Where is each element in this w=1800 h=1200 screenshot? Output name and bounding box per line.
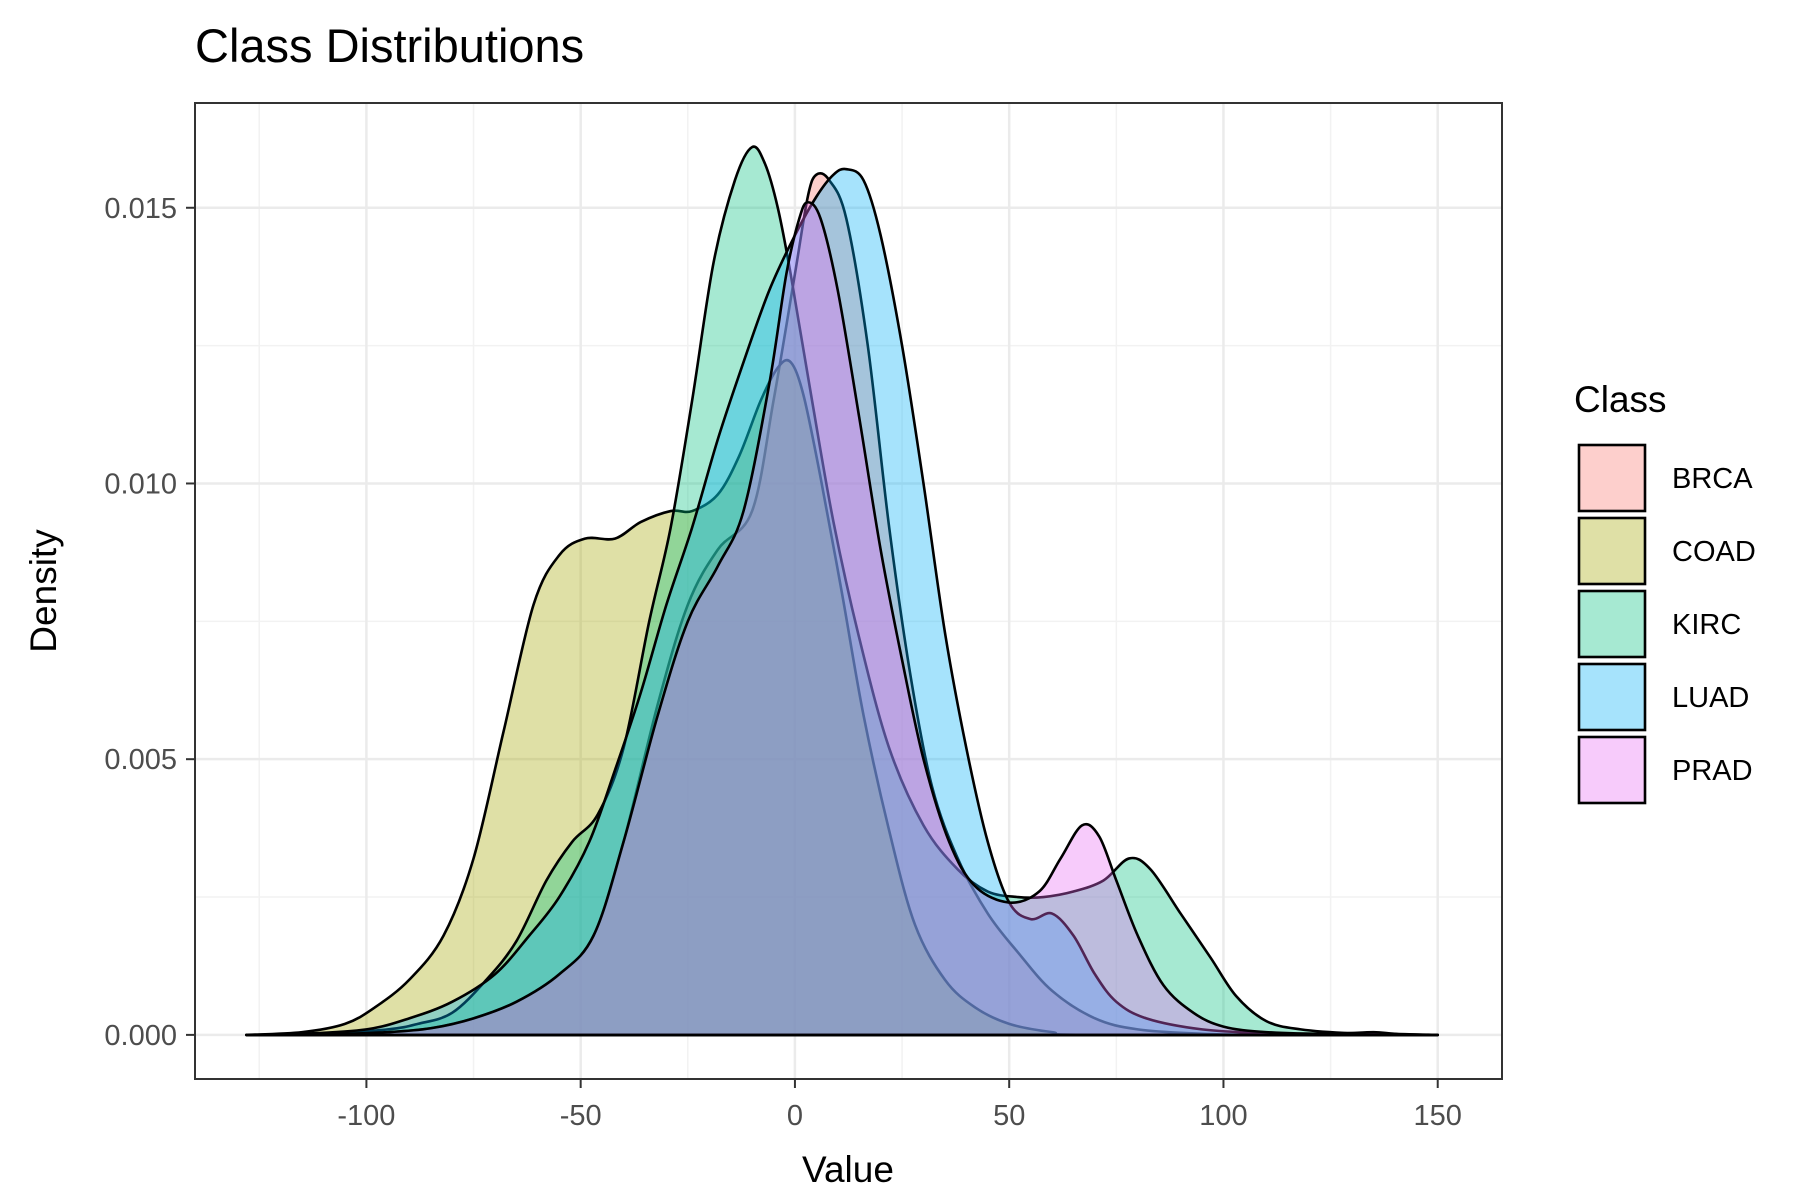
x-tick-label: 150: [1414, 1100, 1462, 1132]
x-tick-label: -100: [337, 1100, 395, 1132]
plot-panel-border: [194, 102, 1503, 1080]
legend: Class BRCA COAD KIRC LUAD PRAD: [1574, 379, 1756, 805]
x-tick-label: -50: [560, 1100, 602, 1132]
x-axis: -100 -50 0 50 100 150: [337, 1079, 1462, 1132]
legend-key-coad: [1577, 516, 1647, 586]
x-tick-label: 50: [993, 1100, 1025, 1132]
y-axis-title: Density: [23, 529, 64, 653]
y-tick-label: 0.005: [104, 744, 177, 776]
legend-label-brca: BRCA: [1672, 463, 1753, 495]
density-coad: [245, 358, 1440, 1037]
legend-key-luad: [1577, 662, 1647, 732]
legend-key-prad: [1577, 735, 1647, 805]
y-axis: 0.000 0.005 0.010 0.015: [104, 193, 195, 1052]
grid-lines: [195, 103, 1502, 1079]
density-prad: [245, 200, 1440, 1037]
legend-label-coad: COAD: [1672, 536, 1756, 568]
legend-label-prad: PRAD: [1672, 755, 1753, 787]
chart-title: Class Distributions: [195, 19, 584, 72]
legend-label-luad: LUAD: [1672, 682, 1749, 714]
legend-title: Class: [1574, 379, 1667, 420]
y-tick-label: 0.015: [104, 193, 177, 225]
x-tick-label: 100: [1199, 1100, 1247, 1132]
legend-label-kirc: KIRC: [1672, 609, 1741, 641]
x-tick-label: 0: [787, 1100, 803, 1132]
density-kirc: [245, 145, 1440, 1037]
y-tick-label: 0.010: [104, 468, 177, 500]
density-series: [245, 145, 1440, 1037]
legend-key-brca: [1577, 443, 1647, 513]
y-tick-label: 0.000: [104, 1020, 177, 1052]
x-axis-title: Value: [802, 1149, 894, 1190]
density-luad: [245, 167, 1440, 1037]
legend-key-kirc: [1577, 589, 1647, 659]
